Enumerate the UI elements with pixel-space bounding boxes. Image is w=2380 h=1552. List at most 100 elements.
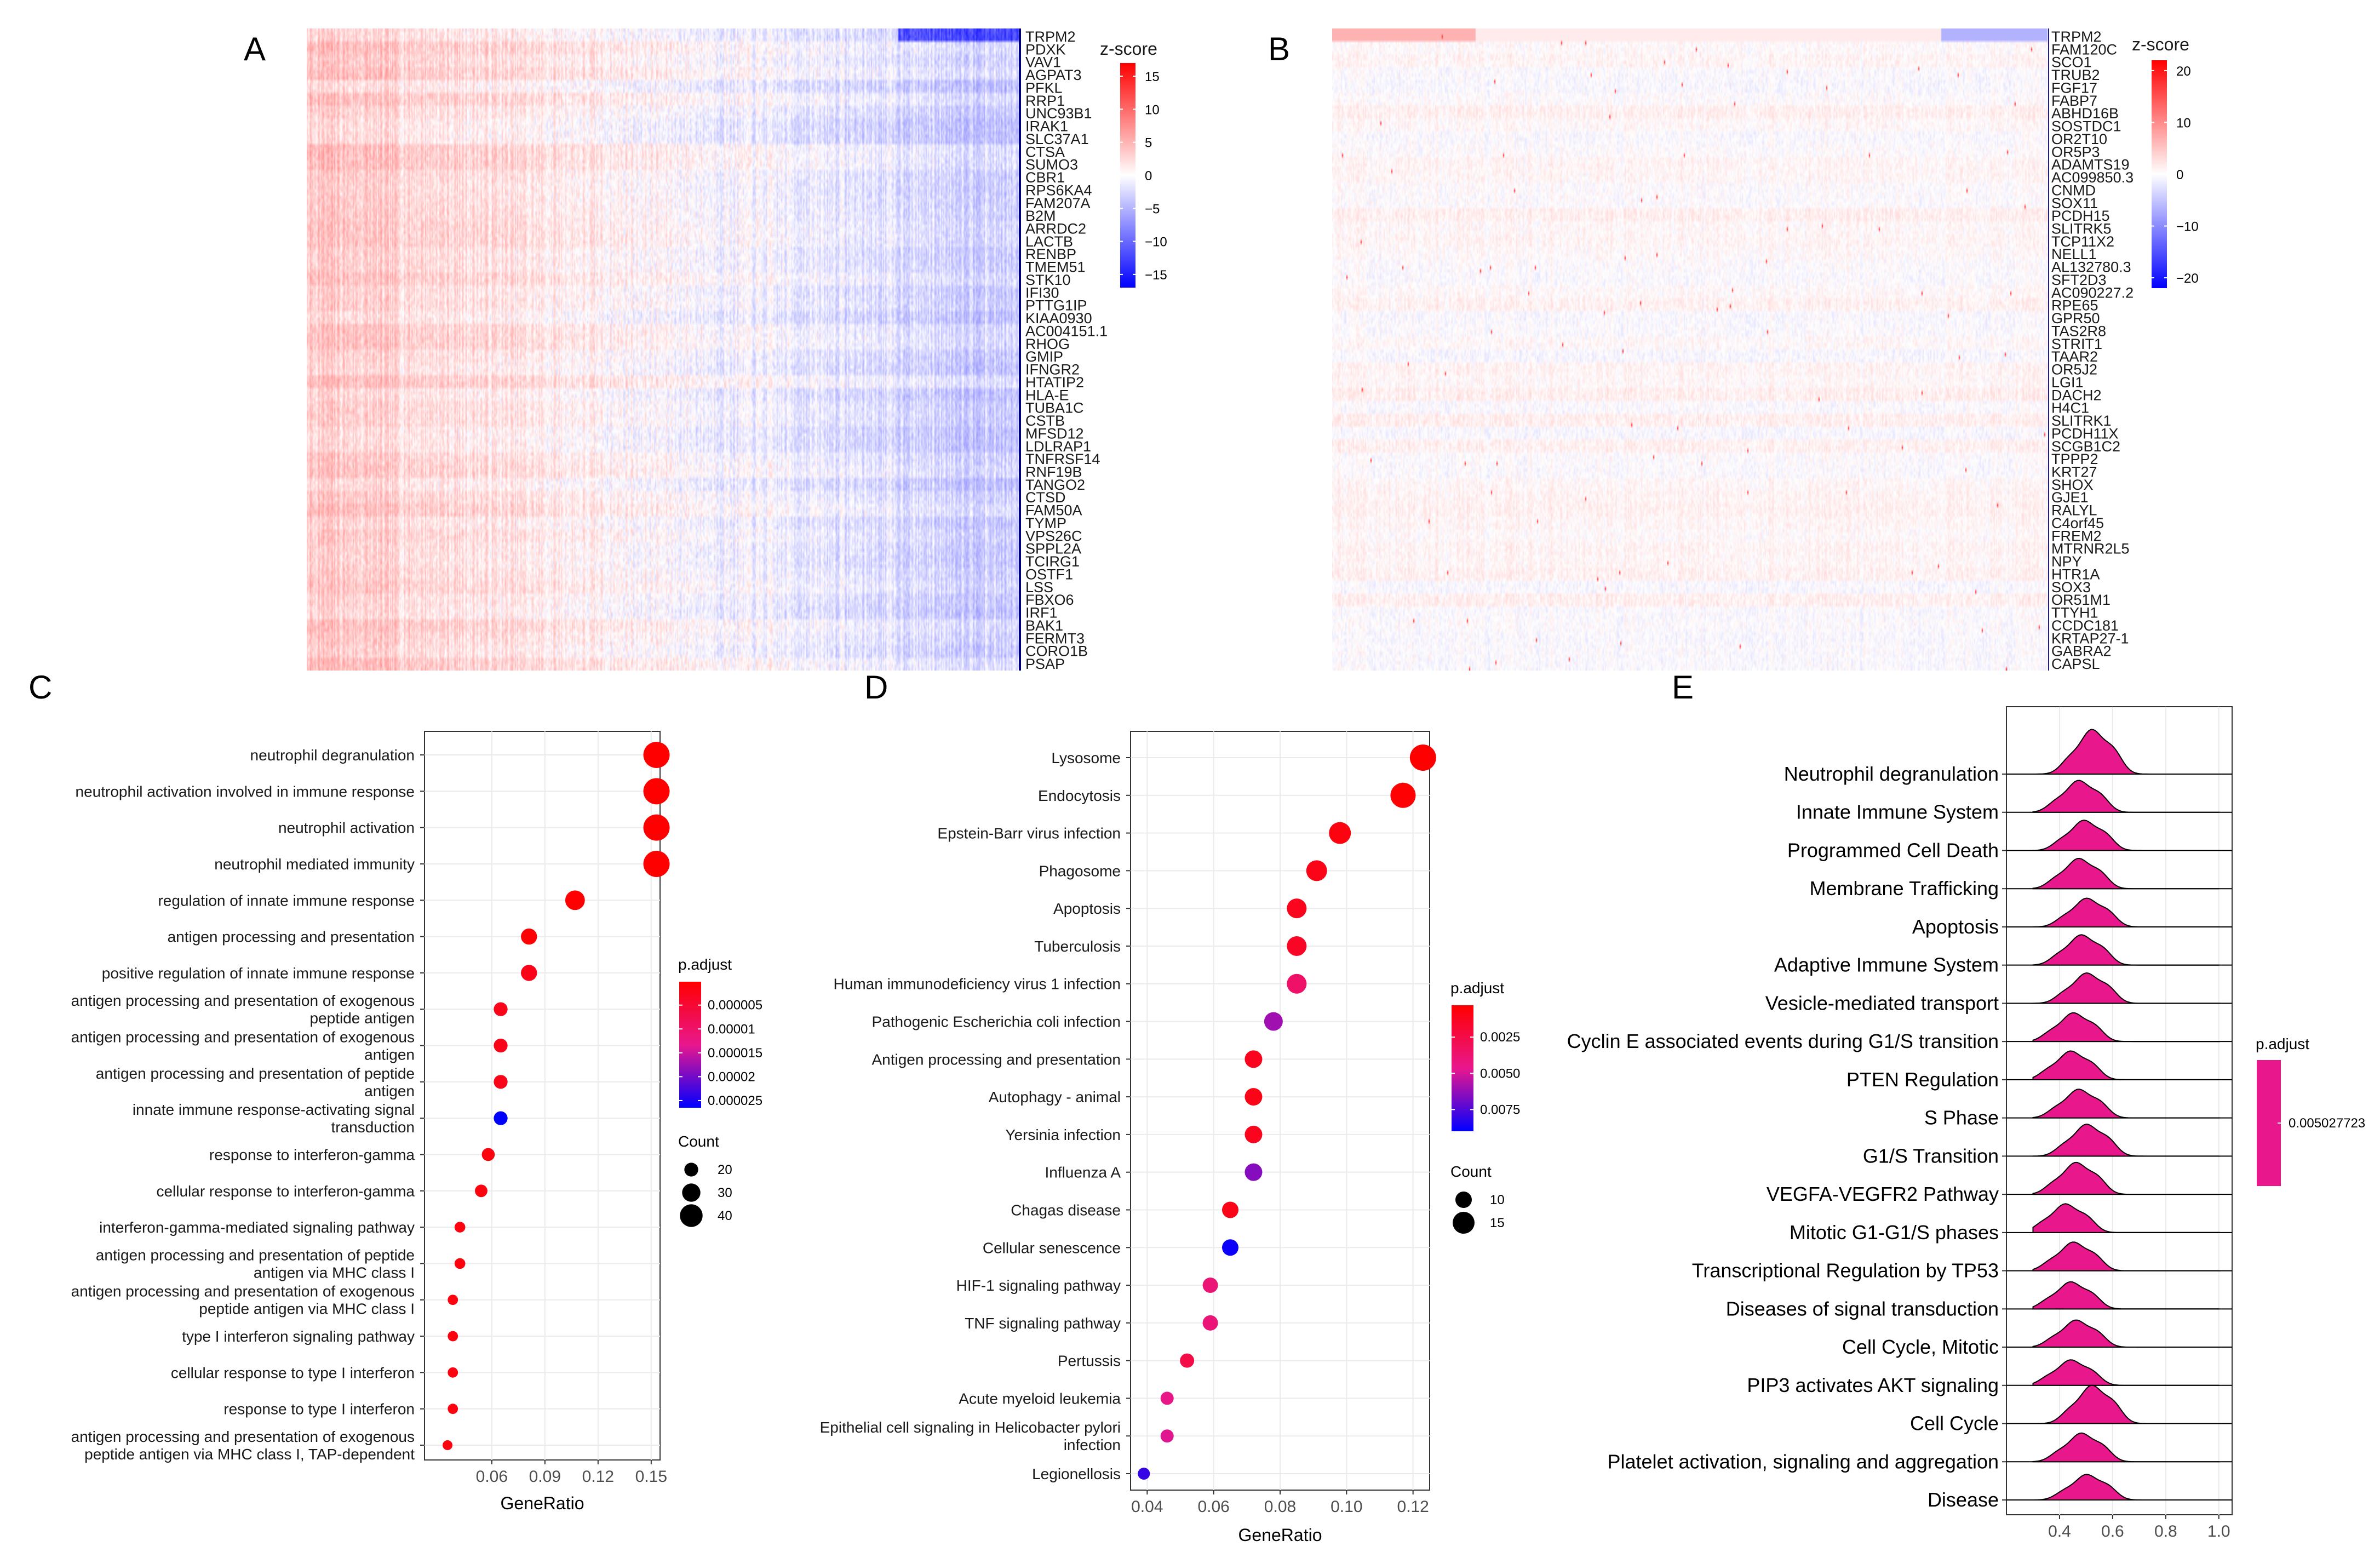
gene-label: OSTF1 — [1025, 566, 1073, 582]
dot-point — [1160, 1429, 1174, 1443]
term-label: neutrophil mediated immunity — [214, 856, 415, 873]
dot-point — [494, 1111, 508, 1125]
gene-label: TAAR2 — [2051, 348, 2098, 365]
dotplot-c-color-legend-bar — [679, 982, 701, 1108]
gene-label: OR2T10 — [2051, 131, 2107, 147]
ridge-density — [2032, 1359, 2220, 1386]
panel-letter-a: A — [244, 31, 266, 67]
term-label: transduction — [331, 1119, 415, 1136]
gene-label: SLITRK5 — [2051, 221, 2112, 237]
dotplot-d-color-legend-bar — [1452, 1005, 1473, 1131]
term-label: infection — [1064, 1436, 1121, 1453]
size-legend-label: 30 — [718, 1186, 732, 1200]
dot-point — [1202, 1278, 1218, 1293]
dot-point — [1245, 1050, 1263, 1068]
dot-point — [1222, 1239, 1238, 1256]
gene-label: AC099850.3 — [2051, 169, 2134, 186]
term-label: Cyclin E associated events during G1/S t… — [1567, 1030, 1999, 1052]
gene-label: TRPM2 — [1025, 28, 1076, 45]
gene-label: LDLRAP1 — [1025, 438, 1091, 455]
gene-label: TRPM2 — [2051, 28, 2102, 45]
ridgeline-e-term-labels: Neutrophil degranulation Innate Immune Sy… — [1567, 763, 2006, 1511]
term-label: antigen processing and presentation of p… — [96, 1065, 415, 1082]
gene-label: FAM50A — [1025, 502, 1082, 519]
gene-label: OR51M1 — [2051, 592, 2111, 608]
gene-label: FBXO6 — [1025, 592, 1074, 608]
gene-label: IRF1 — [1025, 605, 1058, 621]
dot-point — [643, 742, 670, 768]
term-label: Diseases of signal transduction — [1726, 1297, 1999, 1320]
size-legend-label: 40 — [718, 1209, 732, 1223]
gene-label: AC090227.2 — [2051, 284, 2134, 301]
ridge-density — [2032, 1050, 2220, 1080]
gene-label: CNMD — [2051, 182, 2096, 198]
ridge-density — [2032, 1012, 2221, 1043]
term-label: cellular response to interferon-gamma — [156, 1183, 415, 1200]
gene-label: KIAA0930 — [1025, 310, 1092, 327]
x-tick-label: 0.8 — [2154, 1522, 2177, 1540]
x-tick-label: 0.12 — [582, 1468, 614, 1486]
ridge-density — [2031, 972, 2220, 1004]
term-label: Epithelial cell signaling in Helicobacte… — [820, 1419, 1121, 1436]
panel-letter-c: C — [28, 669, 52, 706]
gene-label: SFT2D3 — [2051, 272, 2107, 288]
panel-letter-e: E — [1672, 669, 1694, 706]
term-label: Apoptosis — [1053, 900, 1121, 917]
term-label: Vesicle-mediated transport — [1765, 992, 1999, 1014]
term-label: PTEN Regulation — [1846, 1068, 1999, 1091]
term-label: neutrophil activation — [278, 820, 415, 837]
heatmap-a-gene-labels: TRPM2PDXKVAV1AGPAT3PFKLRRP1UNC93B1IRAK1S… — [1025, 28, 1108, 672]
term-label: Autophagy - animal — [989, 1089, 1121, 1106]
term-label: response to interferon-gamma — [209, 1146, 415, 1163]
term-label: Endocytosis — [1038, 787, 1121, 804]
gene-label: TNFRSF14 — [1025, 451, 1100, 467]
dot-point — [454, 1222, 466, 1233]
dot-point — [1138, 1468, 1150, 1480]
legend-tick-label: 0.0050 — [1480, 1066, 1520, 1081]
dot-point — [1390, 782, 1416, 808]
gene-label: RENBP — [1025, 246, 1076, 262]
legend-tick-label: 0.000015 — [708, 1046, 762, 1061]
ridge-density — [2032, 1432, 2221, 1463]
legend-tick-label: 0.00001 — [708, 1022, 755, 1036]
gene-label: AL132780.3 — [2051, 259, 2131, 276]
term-label: response to type I interferon — [223, 1401, 415, 1418]
gene-label: STRIT1 — [2051, 336, 2102, 352]
gene-label: PSAP — [1025, 656, 1065, 672]
gene-label: KRTAP27-1 — [2051, 630, 2129, 646]
gene-label: CSTB — [1025, 413, 1065, 429]
dotplot-d-color-legend-ticks: 0.0025 0.0050 0.0075 — [1452, 1030, 1520, 1117]
ridge-density — [2032, 1384, 2221, 1424]
ridge-density — [2032, 1203, 2221, 1233]
legend-tick-label: −10 — [2176, 220, 2199, 234]
x-tick-label: 0.06 — [1197, 1498, 1229, 1516]
ridge-density — [2033, 1474, 2219, 1501]
term-label: Chagas disease — [1011, 1201, 1121, 1218]
term-label: Neutrophil degranulation — [1784, 763, 1999, 785]
legend-tick-label: 10 — [2176, 116, 2191, 130]
term-label: interferon-gamma-mediated signaling path… — [99, 1219, 415, 1236]
gene-label: PCDH15 — [2051, 208, 2110, 224]
size-legend-dot — [1453, 1212, 1475, 1234]
heatmap-b-legend-title: z-score — [2132, 35, 2189, 54]
legend-tick-label: 0 — [2176, 168, 2183, 182]
gene-label: SPPL2A — [1025, 541, 1081, 557]
gene-label: NPY — [2051, 553, 2082, 570]
heatmap-a-legend-title: z-score — [1100, 39, 1157, 59]
gene-label: TRUB2 — [2051, 67, 2100, 83]
x-tick-label: 0.15 — [635, 1468, 667, 1486]
dot-point — [521, 965, 537, 981]
term-label: Membrane Trafficking — [1810, 877, 1999, 900]
gene-label: RPE65 — [2051, 297, 2098, 314]
legend-tick-label: −15 — [1145, 268, 1167, 283]
gene-label: OR5J2 — [2051, 362, 2097, 378]
gene-label: PFKL — [1025, 79, 1063, 96]
ridge-density — [2032, 1161, 2220, 1195]
ridge-density — [2032, 820, 2221, 851]
term-label: Programmed Cell Death — [1787, 839, 1999, 861]
term-label: regulation of innate immune response — [158, 892, 415, 909]
gene-label: FGF17 — [2051, 79, 2097, 96]
heatmap-a-cells — [307, 28, 1019, 671]
dot-point — [1202, 1315, 1218, 1331]
dot-point — [494, 1002, 508, 1016]
